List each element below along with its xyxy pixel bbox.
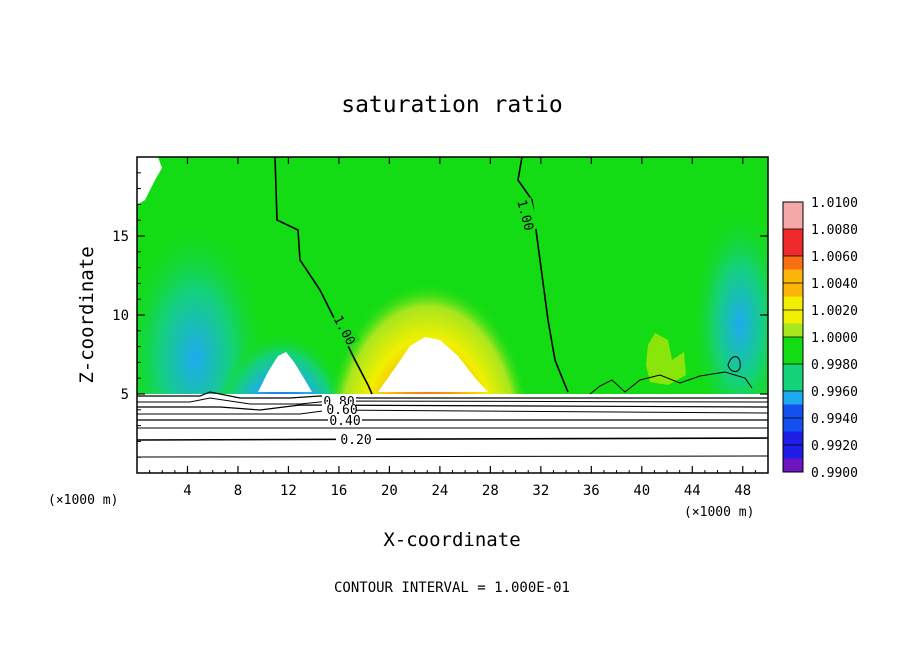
colorbar-labels: 1.0100 1.0080 1.0060 1.0040 1.0020 1.0000 0.99…: [811, 196, 858, 481]
y-tick-label: 10: [112, 308, 129, 324]
x-tick-label: 32: [532, 483, 549, 499]
colorbar-label: 0.9920: [811, 439, 858, 454]
x-axis-ticks: 4 8 12 16 20 24 28 32 36 40 44 48: [149, 157, 756, 499]
colorbar-segment: [783, 256, 803, 270]
contour-label-0.40: 0.40: [329, 414, 360, 429]
colorbar: [782, 201, 804, 473]
colorbar-segment: [783, 283, 803, 297]
colorbar-label: 1.0100: [811, 196, 858, 211]
lower-region: [137, 394, 768, 473]
y-axis-title: Z-coordinate: [76, 246, 98, 383]
mask-corner: [137, 157, 162, 205]
colorbar-label: 1.0000: [811, 331, 858, 346]
x-tick-label: 28: [482, 483, 499, 499]
x-tick-label: 48: [734, 483, 751, 499]
colorbar-segment: [783, 215, 803, 230]
colorbar-segment: [783, 337, 803, 351]
x-tick-label: 16: [330, 483, 347, 499]
x-tick-label: 8: [234, 483, 242, 499]
x-tick-label: 4: [183, 483, 191, 499]
x-tick-label: 44: [684, 483, 701, 499]
contour-0.10: [137, 455, 768, 458]
cyan-region-right: [690, 180, 768, 420]
colorbar-segment: [783, 229, 803, 243]
contours: [137, 157, 768, 458]
contour-0.20: [137, 437, 768, 441]
colorbar-label: 1.0080: [811, 223, 858, 238]
x-tick-label: 12: [280, 483, 297, 499]
x-axis-unit-right: (×1000 m): [684, 505, 754, 520]
contour-1.00-right: [517, 157, 569, 393]
colorbar-segment: [783, 269, 803, 284]
colorbar-segment: [783, 458, 803, 473]
field: [137, 157, 768, 473]
colorbar-segment: [783, 445, 803, 459]
colorbar-label: 1.0020: [811, 304, 858, 319]
y-axis-ticks: 5 10 15: [112, 172, 768, 458]
chart-title: saturation ratio: [341, 92, 563, 118]
colorbar-segment: [783, 377, 803, 392]
colorbar-label: 0.9980: [811, 358, 858, 373]
contour-interval-note: CONTOUR INTERVAL = 1.000E-01: [334, 580, 570, 596]
contour-right-wiggle: [589, 371, 753, 395]
colorbar-label: 0.9900: [811, 466, 858, 481]
colorbar-label: 0.9940: [811, 412, 858, 427]
x-tick-label: 36: [583, 483, 600, 499]
contour-0.50: [137, 409, 768, 415]
colorbar-segment: [783, 364, 803, 378]
colorbar-segment: [783, 431, 803, 446]
x-tick-label: 40: [633, 483, 650, 499]
colorbar-segment: [783, 391, 803, 405]
colorbar-segment: [783, 202, 803, 216]
colorbar-segment: [783, 296, 803, 311]
contour-0.60: [137, 404, 768, 411]
contour-1.00-left: [274, 157, 373, 395]
x-axis-title: X-coordinate: [383, 529, 520, 551]
y-tick-label: 15: [112, 229, 129, 245]
green-patch: [646, 333, 686, 385]
colorbar-label: 0.9960: [811, 385, 858, 400]
x-tick-label: 24: [431, 483, 448, 499]
contour-right-blob: [727, 356, 741, 373]
colorbar-segment: [783, 418, 803, 432]
mask-left: [258, 352, 312, 392]
contour-labels: 1.00 1.00 0.80 0.60 0.40 0.20: [322, 197, 539, 448]
x-axis-unit-left: (×1000 m): [48, 493, 118, 508]
mask-center: [378, 337, 488, 392]
x-tick-label: 20: [381, 483, 398, 499]
colorbar-segment: [783, 310, 803, 324]
contour-label-0.20: 0.20: [340, 433, 371, 448]
colorbar-segment: [783, 242, 803, 257]
colorbar-label: 1.0060: [811, 250, 858, 265]
y-tick-label: 5: [121, 387, 129, 403]
colorbar-segment: [783, 350, 803, 365]
colorbar-label: 1.0040: [811, 277, 858, 292]
colorbar-segment: [783, 323, 803, 338]
colorbar-segment: [783, 404, 803, 419]
